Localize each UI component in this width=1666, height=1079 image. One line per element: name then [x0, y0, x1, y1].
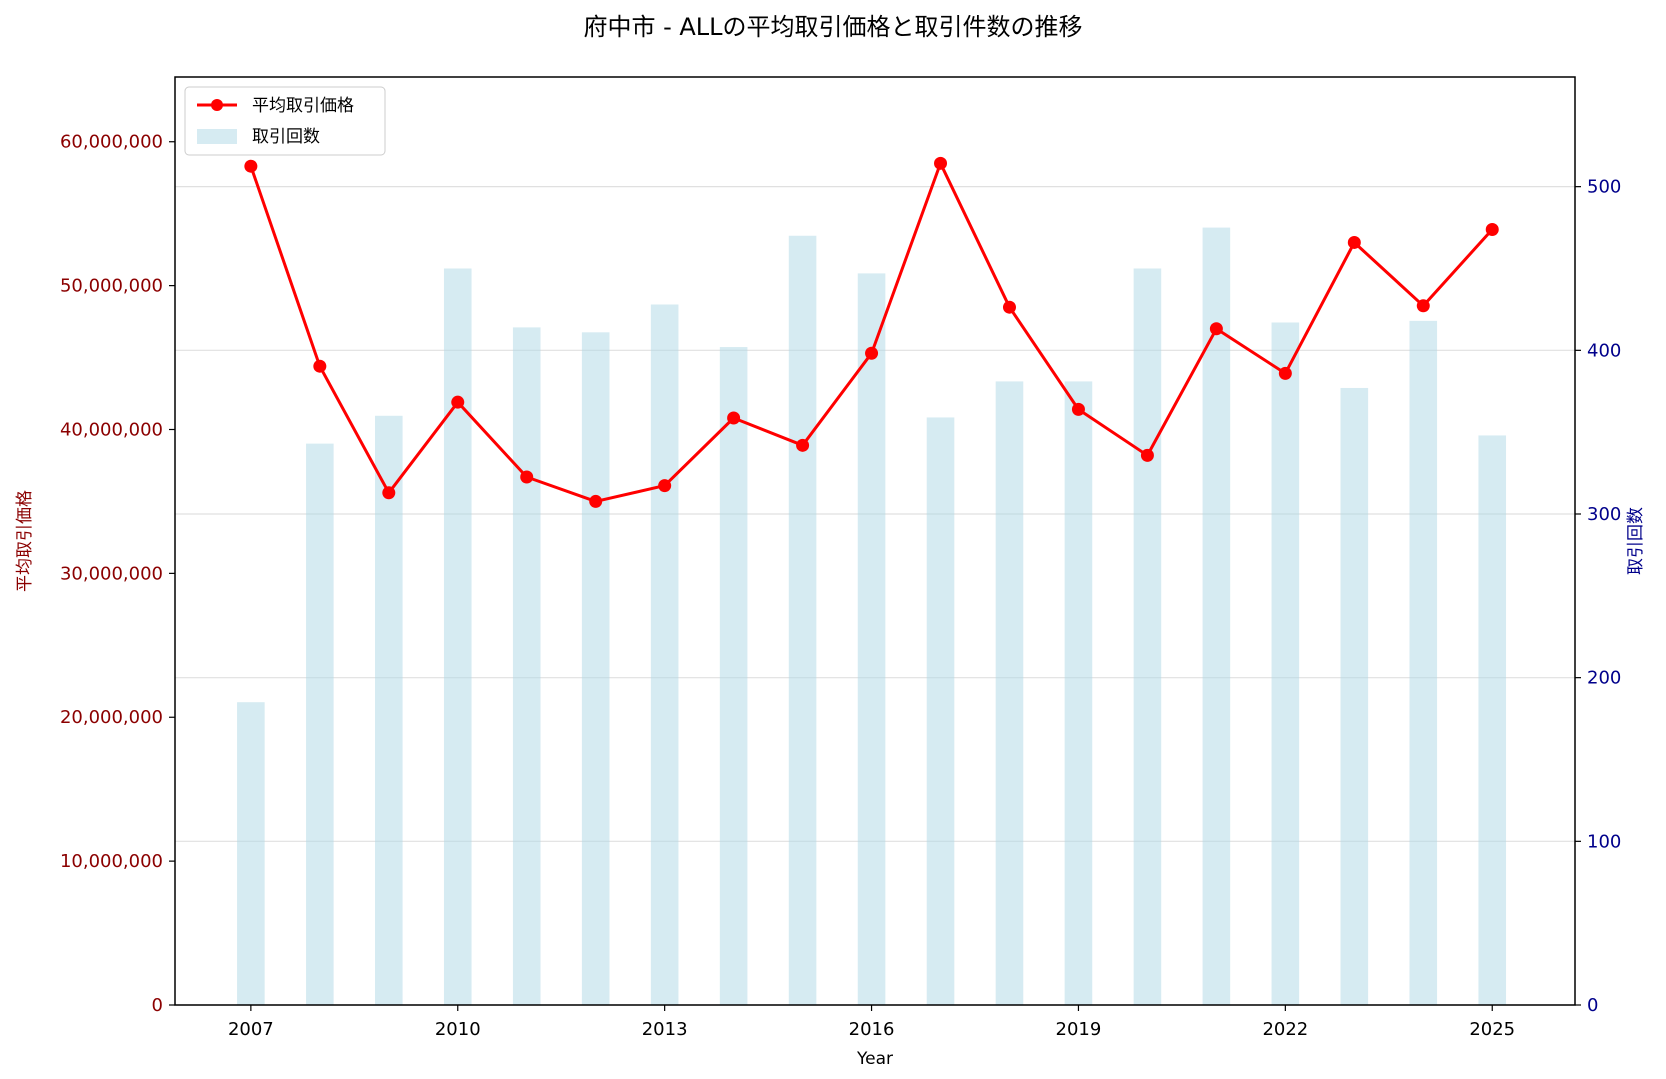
price-point-2021 [1209, 322, 1223, 336]
bar-2024 [1409, 320, 1438, 1005]
price-point-2016 [865, 346, 879, 360]
bar-2018 [995, 381, 1024, 1005]
price-point-2024 [1416, 299, 1430, 313]
price-point-2017 [934, 156, 948, 170]
price-point-2008 [313, 359, 327, 373]
price-point-2011 [520, 470, 534, 484]
price-point-2010 [451, 395, 465, 409]
bars-layer [237, 227, 1507, 1006]
bar-2011 [512, 327, 541, 1005]
bar-2012 [581, 332, 610, 1005]
chart-title: 府中市 - ALLの平均取引価格と取引件数の推移 [583, 13, 1082, 41]
x-axis-label: Year [856, 1049, 893, 1069]
x-axis: 2007 2010 2013 2016 2019 2022 2025 [228, 1005, 1515, 1040]
y-left-tick-label: 10,000,000 [60, 851, 163, 872]
bar-2020 [1133, 268, 1162, 1005]
bar-2023 [1340, 387, 1369, 1005]
price-point-2023 [1347, 235, 1361, 249]
x-tick-label: 2010 [435, 1019, 481, 1040]
y-right-tick-label: 300 [1587, 504, 1621, 525]
price-point-2014 [727, 411, 741, 425]
x-tick-label: 2025 [1469, 1019, 1515, 1040]
bar-2021 [1202, 227, 1231, 1005]
bar-2019 [1064, 381, 1093, 1005]
bar-2013 [650, 304, 679, 1005]
x-tick-label: 2013 [642, 1019, 688, 1040]
plot-frame [174, 76, 1576, 1006]
legend-bar-label: 取引回数 [252, 127, 320, 147]
bar-2008 [306, 443, 334, 1005]
y-right-tick-label: 200 [1587, 668, 1621, 689]
price-point-2022 [1278, 366, 1292, 380]
y-right-tick-label: 0 [1587, 995, 1598, 1016]
bar-2016 [857, 273, 886, 1006]
x-tick-label: 2007 [228, 1019, 274, 1040]
y-left-tick-label: 0 [152, 995, 163, 1016]
y-right-tick-label: 500 [1587, 177, 1621, 198]
price-point-2018 [1002, 300, 1016, 314]
x-tick-label: 2019 [1056, 1019, 1102, 1040]
bar-2014 [719, 347, 748, 1005]
legend-line-label: 平均取引価格 [252, 96, 354, 116]
y-right-axis: 0 100 200 300 400 500 [1575, 177, 1621, 1016]
y-left-axis-label: 平均取引価格 [15, 490, 35, 592]
price-point-2015 [796, 438, 810, 452]
price-point-2012 [589, 494, 603, 508]
legend: 平均取引価格 取引回数 [184, 86, 386, 156]
price-point-2025 [1485, 223, 1499, 237]
y-left-tick-label: 30,000,000 [60, 563, 163, 584]
price-point-2020 [1140, 448, 1154, 462]
legend-line-marker [211, 99, 223, 111]
y-right-tick-label: 100 [1587, 831, 1621, 852]
y-right-tick-label: 400 [1587, 340, 1621, 361]
y-left-tick-label: 60,000,000 [60, 132, 163, 153]
x-tick-label: 2022 [1262, 1019, 1308, 1040]
y-left-tick-label: 50,000,000 [60, 276, 163, 297]
price-point-2013 [658, 479, 672, 493]
y-left-tick-label: 20,000,000 [60, 707, 163, 728]
price-point-2009 [382, 486, 396, 500]
y-left-tick-label: 40,000,000 [60, 419, 163, 440]
bar-2010 [443, 268, 472, 1005]
bar-2009 [375, 415, 403, 1005]
price-point-2007 [244, 159, 258, 173]
bar-2022 [1271, 322, 1300, 1005]
x-tick-label: 2016 [849, 1019, 895, 1040]
bar-2025 [1478, 435, 1507, 1006]
legend-bar-swatch [197, 129, 237, 144]
bar-2015 [788, 235, 817, 1006]
y-right-axis-label: 取引回数 [1626, 507, 1646, 575]
bar-2017 [926, 417, 955, 1006]
y-left-axis: 0 10,000,000 20,000,000 30,000,000 40,000,00… [60, 132, 175, 1016]
price-point-2019 [1071, 402, 1085, 416]
line-layer [244, 156, 1499, 508]
bar-2007 [237, 702, 265, 1005]
